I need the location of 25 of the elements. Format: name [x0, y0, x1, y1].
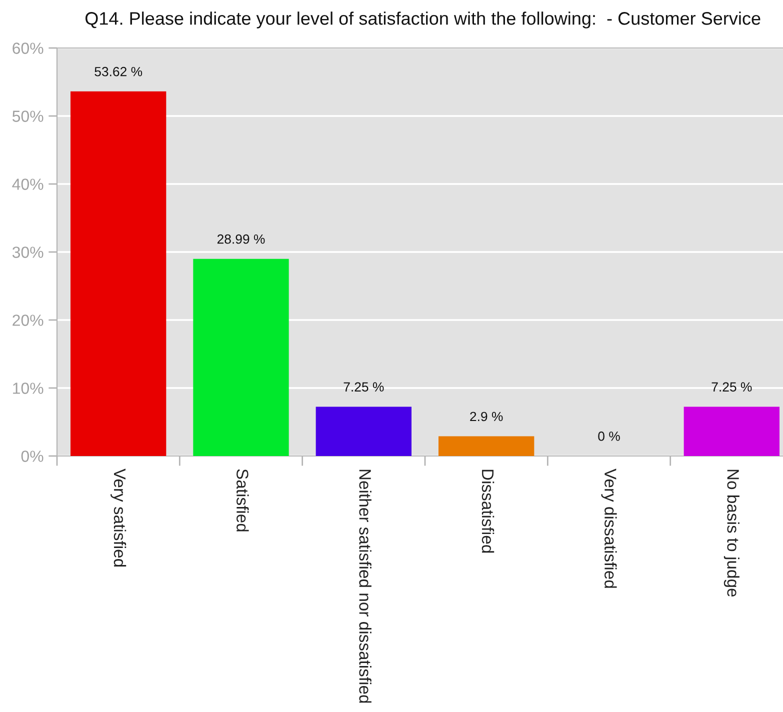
data-label: 7.25 % [712, 382, 752, 392]
y-tick-label: 30% [12, 246, 44, 258]
data-label: 28.99 % [217, 234, 265, 244]
data-label: 53.62 % [94, 66, 142, 76]
bar [70, 91, 166, 456]
y-tick-label: 20% [12, 314, 44, 326]
y-tick-label: 60% [12, 42, 44, 54]
bar [316, 406, 412, 456]
x-tick-label: Neither satisfied nor dissatisfied [359, 470, 372, 703]
x-tick-label: Satisfied [236, 469, 249, 532]
data-label: 7.25 % [344, 382, 384, 392]
bar [193, 258, 289, 456]
x-tick-label: Very satisfied [110, 468, 126, 567]
data-label: 2.9 % [470, 412, 503, 422]
bar [438, 436, 534, 456]
x-tick-label: No basis to judge [724, 470, 740, 597]
y-tick-label: 0% [21, 450, 44, 462]
y-tick-label: 40% [12, 178, 44, 190]
chart-title: Q14. Please indicate your level of satisfaction with the following: - Customer Service [85, 12, 760, 28]
x-tick-label: Very dissatisfied [601, 468, 617, 588]
data-label: 0 % [598, 432, 620, 441]
y-tick-label: 10% [13, 382, 44, 394]
bar [684, 406, 780, 456]
x-tick-label: Dissatisfied [482, 470, 494, 553]
y-tick-label: 50% [12, 110, 44, 122]
